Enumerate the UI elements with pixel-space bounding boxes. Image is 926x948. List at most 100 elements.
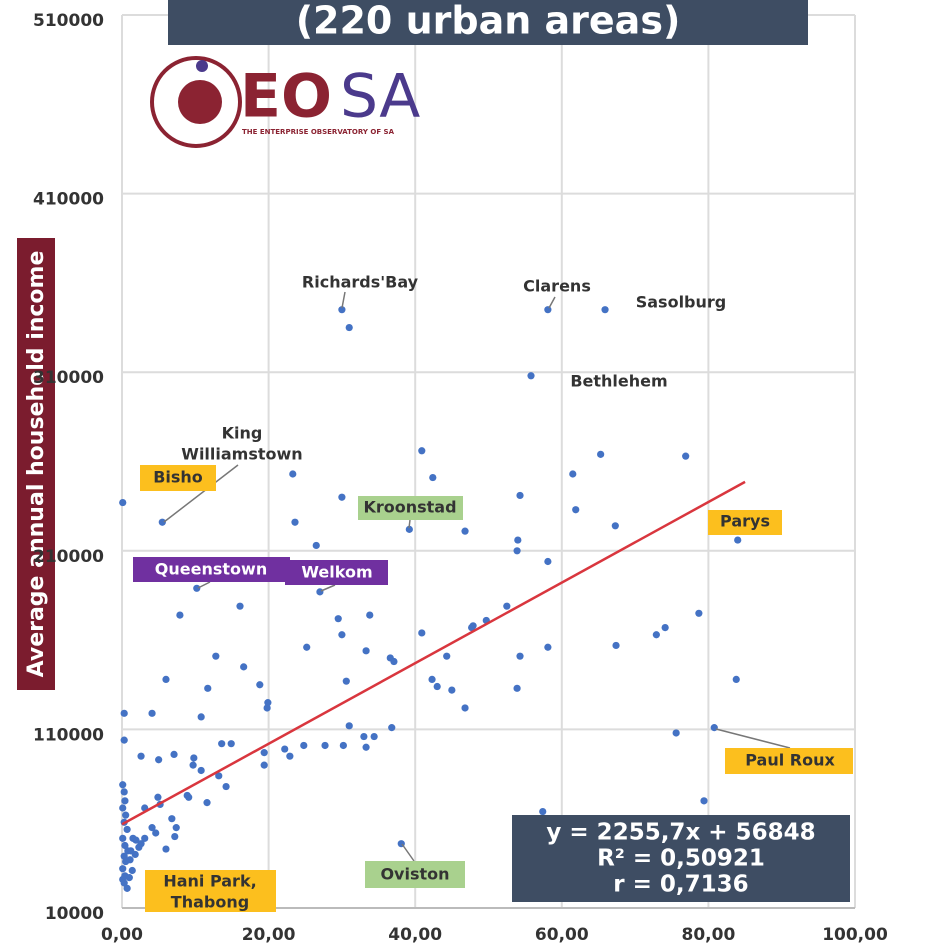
data-point: [695, 609, 703, 617]
data-point: [418, 629, 426, 637]
data-point: [572, 506, 580, 514]
data-point: [468, 623, 476, 632]
data-point: [158, 518, 166, 526]
data-point: [162, 675, 170, 683]
data-point: [137, 752, 145, 760]
x-tick-label: 20,00: [242, 925, 296, 945]
data-point: [345, 323, 353, 332]
logo-text-left: EO: [240, 62, 332, 132]
data-point: [120, 788, 128, 796]
data-point: [218, 740, 226, 748]
annotation-box: [725, 748, 853, 774]
annotation-label: Bethlehem: [570, 372, 667, 391]
data-point: [172, 824, 180, 832]
data-point: [428, 675, 436, 683]
data-point: [514, 536, 522, 544]
data-point: [388, 724, 396, 732]
data-point: [240, 663, 248, 671]
data-point: [171, 832, 179, 841]
x-tick-label: 60,00: [535, 925, 589, 945]
data-point: [121, 797, 129, 805]
data-point: [339, 741, 347, 750]
data-point: [732, 675, 740, 683]
data-point: [227, 740, 235, 748]
chart-title: (220 urban areas): [296, 0, 681, 43]
annotation-box: [365, 861, 465, 888]
data-point: [260, 761, 268, 769]
logo-text-right: SA: [340, 62, 420, 132]
x-tick-label: 100,00: [822, 925, 888, 945]
data-point: [334, 615, 342, 623]
data-point: [303, 643, 311, 651]
data-point: [516, 491, 524, 500]
data-point: [148, 709, 156, 717]
leader-line: [408, 519, 411, 529]
data-point: [236, 602, 244, 610]
y-tick-label: 510000: [33, 11, 104, 31]
annotation-label: Kroonstad: [363, 498, 456, 517]
data-point: [544, 643, 552, 651]
leader-line: [197, 581, 211, 589]
annotation-label: Parys: [720, 512, 770, 531]
y-tick-label: 410000: [33, 190, 104, 210]
data-point: [345, 722, 353, 730]
data-point: [652, 631, 660, 639]
data-point: [176, 611, 184, 619]
y-tick-label: 210000: [33, 547, 104, 567]
data-point: [513, 547, 521, 555]
data-point: [513, 684, 521, 692]
data-point: [256, 681, 264, 689]
annotation-box: [708, 510, 782, 535]
data-point: [125, 874, 133, 882]
data-point: [672, 729, 680, 737]
data-point: [461, 527, 469, 535]
annotation-label: King: [222, 424, 263, 443]
data-point: [362, 743, 370, 751]
data-point: [193, 584, 201, 592]
y-tick-label: 310000: [33, 368, 104, 388]
data-point: [212, 652, 220, 660]
annotation-label: Bisho: [153, 468, 203, 487]
data-point: [264, 699, 272, 707]
data-point: [338, 631, 346, 639]
annotation-box: [133, 557, 290, 582]
data-point: [128, 866, 136, 875]
annotation-box: [358, 496, 463, 520]
data-point: [168, 815, 176, 823]
data-point: [120, 709, 128, 717]
data-point: [197, 713, 205, 721]
x-tick-label: 40,00: [388, 925, 442, 945]
data-point: [126, 856, 134, 864]
data-point: [263, 704, 271, 712]
data-point: [121, 841, 129, 850]
data-point: [286, 752, 294, 760]
data-point: [321, 741, 329, 750]
data-point: [734, 536, 742, 544]
equation-line: y = 2255,7x + 56848: [546, 820, 815, 846]
title-box: [168, 0, 808, 45]
annotation-label: Paul Roux: [745, 751, 835, 770]
data-point: [119, 498, 127, 507]
data-point: [170, 750, 178, 759]
data-point: [503, 602, 511, 610]
logo-dot: [196, 60, 208, 72]
leader-line: [715, 728, 791, 749]
data-point: [120, 879, 128, 887]
equation-line: R² = 0,50921: [597, 846, 765, 872]
data-point: [119, 804, 127, 812]
logo: EO SA THE ENTERPRISE OBSERVATORY OF SA: [150, 56, 420, 148]
annotation-label: Williamstown: [181, 445, 302, 464]
data-point: [612, 641, 620, 650]
data-point: [300, 741, 308, 750]
annotation-label: Oviston: [380, 865, 449, 884]
data-point: [132, 836, 140, 844]
plot-area: [119, 306, 746, 892]
data-point: [461, 704, 469, 712]
leader-line: [548, 296, 556, 309]
annotation-label: Thabong: [171, 893, 249, 912]
data-point: [544, 306, 552, 314]
logo-tagline: THE ENTERPRISE OBSERVATORY OF SA: [242, 128, 395, 136]
data-point: [119, 781, 127, 789]
annotation-box: [285, 560, 388, 585]
data-point: [141, 834, 149, 842]
